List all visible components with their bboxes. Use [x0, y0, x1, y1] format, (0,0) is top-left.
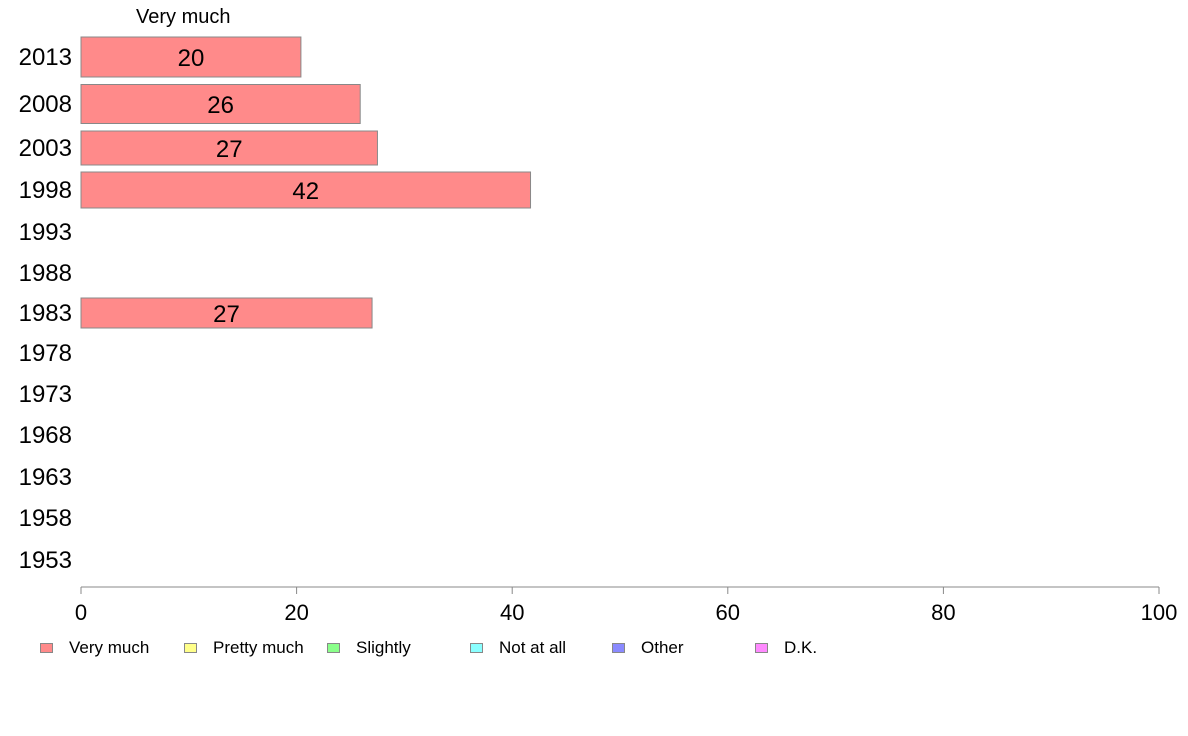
- legend-item-slightly: Slightly: [327, 638, 411, 658]
- legend-label: Pretty much: [213, 638, 304, 657]
- x-tick-label-20: 20: [284, 600, 308, 625]
- bar-2013: [80, 36, 302, 78]
- data-label-1983: 27: [213, 301, 240, 328]
- legend-swatch: [40, 643, 53, 653]
- legend-swatch: [327, 643, 340, 653]
- y-tick-label-1958: 1958: [19, 505, 72, 532]
- y-tick-label-1973: 1973: [19, 381, 72, 408]
- y-tick-label-1983: 1983: [19, 300, 72, 327]
- legend-item-d-k: D.K.: [755, 638, 817, 658]
- legend-label: Other: [641, 638, 684, 657]
- data-label-1998: 42: [292, 178, 319, 205]
- legend-swatch: [184, 643, 197, 653]
- y-tick-label-1968: 1968: [19, 422, 72, 449]
- y-tick-label-2013: 2013: [19, 44, 72, 71]
- y-tick-label-1998: 1998: [19, 177, 72, 204]
- legend: Very much Pretty much Slightly Not at all Ot…: [0, 638, 1188, 662]
- x-tick-label-100: 100: [1141, 600, 1178, 625]
- data-label-2008: 26: [207, 92, 234, 119]
- x-tick-label-60: 60: [716, 600, 740, 625]
- legend-label: Slightly: [356, 638, 411, 657]
- y-tick-label-1993: 1993: [19, 219, 72, 246]
- bar-1998: [80, 171, 532, 209]
- y-tick-label-1988: 1988: [19, 260, 72, 287]
- legend-item-very-much: Very much: [40, 638, 149, 658]
- x-tick-label-80: 80: [931, 600, 955, 625]
- legend-swatch: [612, 643, 625, 653]
- legend-label: Very much: [69, 638, 150, 657]
- legend-item-pretty-much: Pretty much: [184, 638, 304, 658]
- y-tick-label-2008: 2008: [19, 91, 72, 118]
- legend-item-not-at-all: Not at all: [470, 638, 566, 658]
- data-label-2013: 20: [178, 45, 205, 72]
- y-tick-label-1978: 1978: [19, 340, 72, 367]
- bar-2008: [80, 84, 361, 124]
- y-tick-label-1953: 1953: [19, 547, 72, 574]
- data-label-2003: 27: [216, 136, 243, 163]
- legend-swatch: [755, 643, 768, 653]
- bar-2003: [80, 130, 378, 166]
- legend-label: Not at all: [499, 638, 567, 657]
- y-tick-label-1963: 1963: [19, 464, 72, 491]
- y-tick-label-2003: 2003: [19, 135, 72, 162]
- legend-swatch: [470, 643, 483, 653]
- x-tick-label-0: 0: [75, 600, 87, 625]
- column-header-very-much: Very much: [136, 6, 231, 28]
- x-tick-label-40: 40: [500, 600, 524, 625]
- legend-label: D.K.: [784, 638, 818, 657]
- legend-item-other: Other: [612, 638, 684, 658]
- bar-1983: [80, 297, 373, 329]
